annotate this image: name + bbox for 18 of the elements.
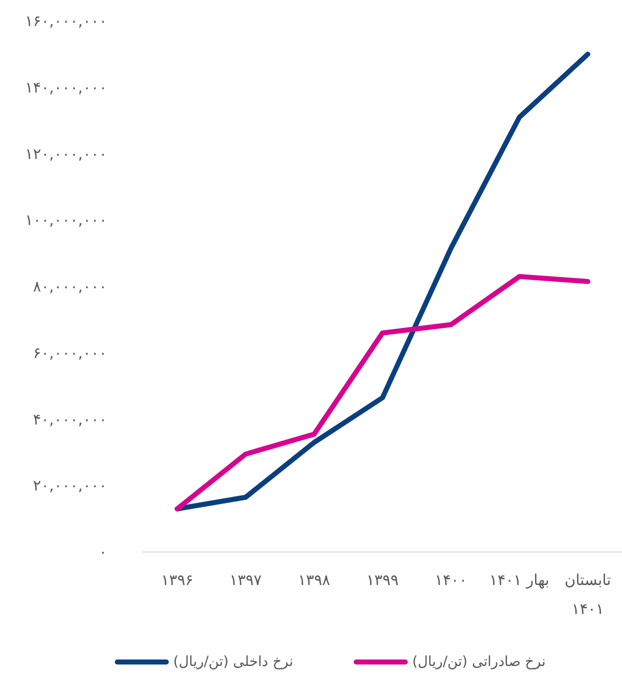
x-tick-label: ۱۳۹۷ — [230, 571, 262, 589]
x-tick-label: تابستان ۱۴۰۱ — [564, 571, 611, 618]
legend-label: نرخ صادراتی (تن/ریال) — [412, 654, 546, 670]
x-tick-label: ۱۳۹۸ — [298, 571, 330, 589]
x-tick-label: ۱۳۹۶ — [161, 571, 194, 589]
legend-label: نرخ داخلی (تن/ریال) — [173, 654, 294, 670]
y-tick-label: ۴۰,۰۰۰,۰۰۰ — [33, 410, 107, 428]
y-tick-label: ۸۰,۰۰۰,۰۰۰ — [33, 278, 107, 296]
y-tick-label: ۰ — [98, 543, 107, 561]
y-tick-label: ۱۶۰,۰۰۰,۰۰۰ — [24, 12, 107, 30]
x-tick-label: بهار ۱۴۰۱ — [489, 571, 550, 589]
y-tick-label: ۲۰,۰۰۰,۰۰۰ — [33, 476, 107, 495]
y-tick-label: ۱۴۰,۰۰۰,۰۰۰ — [24, 78, 107, 96]
y-tick-label: ۱۰۰,۰۰۰,۰۰۰ — [24, 211, 107, 230]
x-tick-label: ۱۴۰۰ — [434, 571, 468, 589]
x-tick-label: ۱۳۹۹ — [366, 571, 399, 589]
y-tick-label: ۶۰,۰۰۰,۰۰۰ — [33, 344, 107, 362]
y-tick-label: ۱۲۰,۰۰۰,۰۰۰ — [24, 144, 107, 163]
